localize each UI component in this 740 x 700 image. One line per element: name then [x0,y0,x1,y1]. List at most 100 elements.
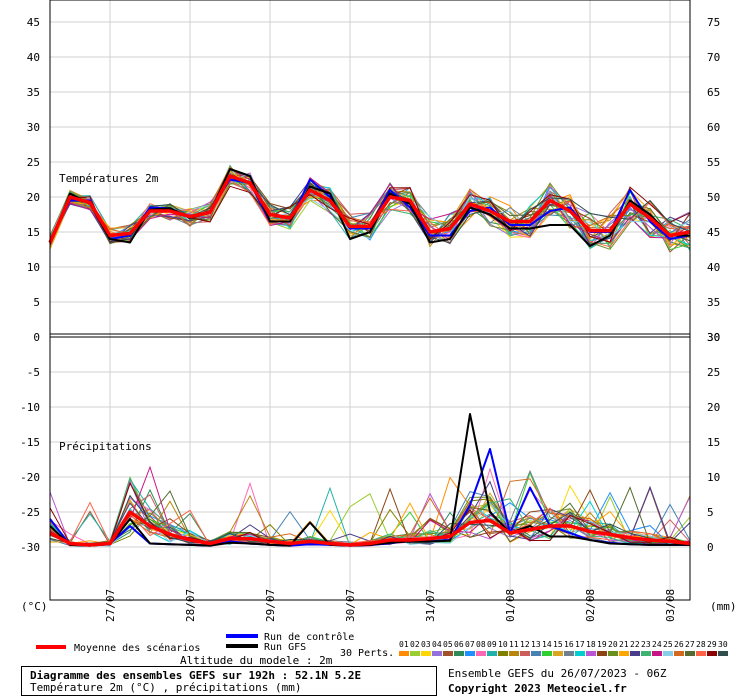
legend-control-label: Run de contrôle [264,631,354,643]
pert-color-swatch [410,651,420,656]
temp-left-tick: 10 [27,261,40,274]
pert-id-label: 20 [608,640,618,649]
pert-color-swatch [663,651,673,656]
date-tick-label: 28/07 [184,589,197,622]
right-unit-label: (mm) [710,600,737,613]
footer-title-box: Diagramme des ensembles GEFS sur 192h : … [21,666,437,696]
pert-color-swatch [696,651,706,656]
temp-right-tick: 45 [707,226,720,239]
run-info: Ensemble GEFS du 26/07/2023 - 06Z [448,667,667,680]
temp-left-tick: 15 [27,226,40,239]
precip-left-tick: -10 [20,401,40,414]
pert-id-label: 30 [718,640,728,649]
pert-color-swatch [652,651,662,656]
temp-left-tick: 35 [27,86,40,99]
pert-id-label: 27 [685,640,695,649]
precip-right-tick: 15 [707,436,720,449]
temp-right-tick: 30 [707,331,720,344]
pert-color-swatch [619,651,629,656]
pert-color-swatch [542,651,552,656]
pert-id-label: 01 [399,640,409,649]
precip-left-tick: -20 [20,471,40,484]
pert-id-label: 05 [443,640,453,649]
pert-color-swatch [454,651,464,656]
precip-right-tick: 25 [707,366,720,379]
pert-color-swatch [432,651,442,656]
pert-id-label: 03 [421,640,431,649]
pert-color-swatch [509,651,519,656]
temp-left-tick: 30 [27,121,40,134]
temp-left-tick: 5 [33,296,40,309]
legend-mean-label: Moyenne des scénarios [74,642,200,654]
pert-color-swatch [707,651,717,656]
pert-id-label: 07 [465,640,475,649]
precip-right-tick: 20 [707,401,720,414]
pert-color-swatch [597,651,607,656]
date-tick-label: 02/08 [584,589,597,622]
main-series-lines [48,168,691,547]
date-tick-label: 29/07 [264,589,277,622]
date-tick-label: 01/08 [504,589,517,622]
pert-id-label: 17 [575,640,585,649]
temp-perturbation-line [49,168,691,243]
temp-right-tick: 35 [707,296,720,309]
pert-id-label: 18 [586,640,596,649]
pert-id-label: 29 [707,640,717,649]
temp-left-tick: 45 [27,16,40,29]
left-unit-label: (°C) [21,600,48,613]
temp-left-tick: 40 [27,51,40,64]
precip-right-tick: 5 [707,506,714,519]
pert-id-label: 04 [432,640,442,649]
precipitation-panel-label: Précipitations [59,440,152,453]
precip-left-tick: -30 [20,541,40,554]
pert-color-swatch [476,651,486,656]
precip-left-tick: -15 [20,436,40,449]
pert-id-label: 06 [454,640,464,649]
footer-subtitle: Température 2m (°C) , précipitations (mm… [30,681,302,694]
date-tick-label: 31/07 [424,589,437,622]
footer-right: Ensemble GEFS du 26/07/2023 - 06Z Copyri… [448,666,667,696]
temp-gfs-line [49,168,690,247]
temp-perturbation-line [49,179,691,248]
pert-id-label: 28 [696,640,706,649]
temp-mean-line [48,174,691,244]
pert-id-label: 12 [520,640,530,649]
temp-left-tick: 20 [27,191,40,204]
legend: Moyenne des scénarios Run de contrôle Ru… [36,631,728,659]
pert-id-label: 24 [652,640,662,649]
date-tick-label: 03/08 [664,589,677,622]
precip-mean-line [49,510,691,547]
pert-id-label: 09 [487,640,497,649]
temp-right-tick: 40 [707,261,720,274]
pert-color-swatch [443,651,453,656]
legend-perts-label: 30 Perts. [340,648,394,659]
pert-color-swatch [685,651,695,656]
pert-color-swatch [487,651,497,656]
pert-id-label: 23 [641,640,651,649]
temp-right-tick: 60 [707,121,720,134]
pert-id-label: 13 [531,640,541,649]
copyright: Copyright 2023 Meteociel.fr [448,682,627,695]
altitude-note: Altitude du modele : 2m [180,654,333,667]
pert-color-swatch [421,651,431,656]
temp-right-tick: 65 [707,86,720,99]
date-tick-label: 27/07 [104,589,117,622]
precip-right-tick: 0 [707,541,714,554]
precip-right-tick: 10 [707,471,720,484]
pert-id-label: 15 [553,640,563,649]
pert-color-swatch [718,651,728,656]
pert-color-swatch [586,651,596,656]
pert-color-swatch [564,651,574,656]
pert-id-label: 16 [564,640,574,649]
perturbation-legend: 01 02 03 04 05 06 07 08 09 10 11 12 13 14 15 16 17 18 19 20… [399,640,728,656]
pert-color-swatch [399,651,409,656]
pert-id-label: 10 [498,640,508,649]
temp-right-tick: 70 [707,51,720,64]
pert-id-label: 22 [630,640,640,649]
footer-title: Diagramme des ensembles GEFS sur 192h : … [30,669,362,682]
pert-color-swatch [575,651,585,656]
precip-right-tick: 30 [707,331,720,344]
pert-id-label: 26 [674,640,684,649]
pert-color-swatch [641,651,651,656]
